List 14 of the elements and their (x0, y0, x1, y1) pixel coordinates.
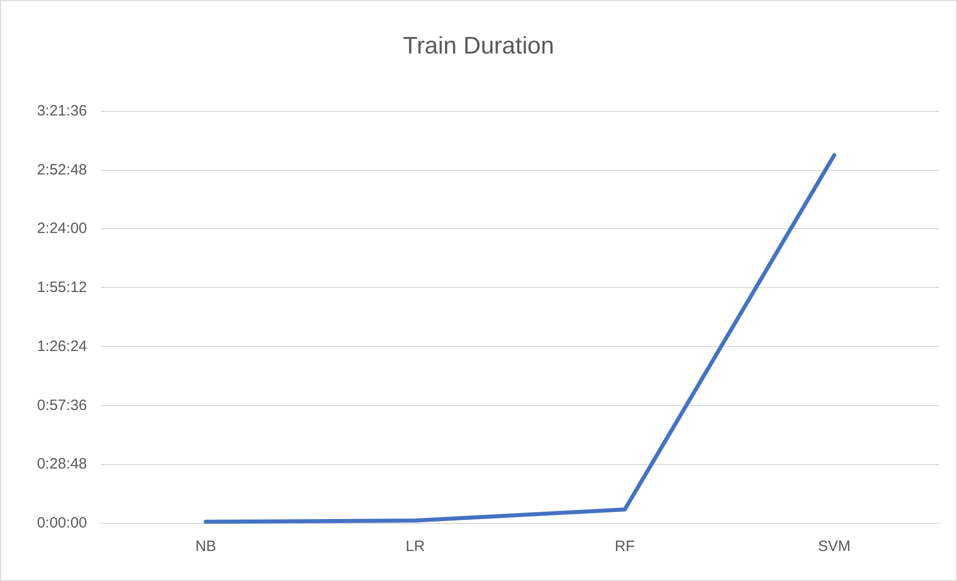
x-tick-label: RF (614, 538, 635, 555)
y-tick-label: 0:28:48 (36, 456, 87, 473)
y-tick-label: 1:55:12 (36, 279, 87, 296)
chart-title: Train Duration (402, 32, 554, 60)
y-tick-label: 2:24:00 (36, 220, 87, 238)
x-tick-label: NB (195, 538, 216, 555)
y-tick-label: 1:26:24 (36, 338, 87, 355)
y-tick-label: 2:52:48 (36, 161, 87, 178)
line-series (204, 153, 836, 524)
x-tick-label: LR (406, 538, 425, 555)
y-tick-label: 3:21:36 (36, 102, 87, 120)
y-tick-label: 0:57:36 (36, 396, 87, 414)
x-tick-label: SVM (818, 538, 851, 555)
y-tick-label: 0:00:00 (36, 514, 87, 532)
